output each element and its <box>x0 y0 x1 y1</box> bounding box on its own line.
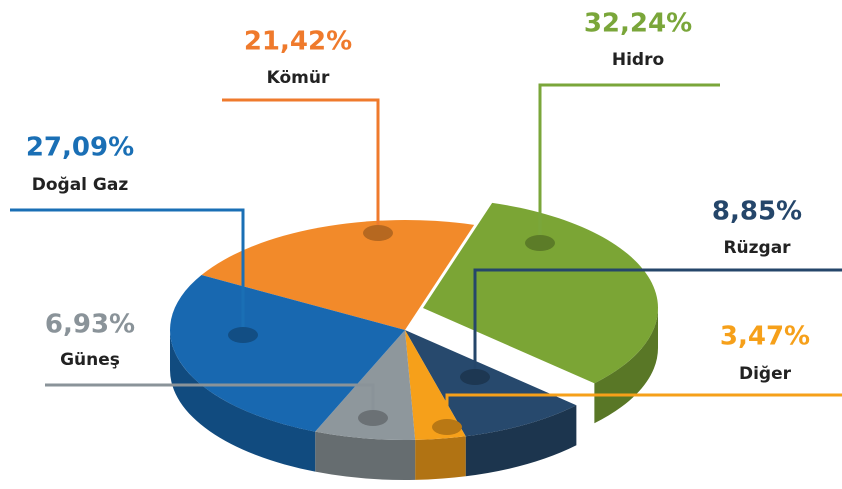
category-label: Güneş <box>60 350 120 370</box>
value-label: 6,93% <box>45 310 135 340</box>
slice-side <box>170 330 316 472</box>
slice <box>201 220 475 330</box>
leader-line <box>473 268 842 377</box>
value-label: 3,47% <box>720 322 810 352</box>
leader-dot <box>525 235 555 251</box>
value-label: 32,24% <box>584 9 692 39</box>
leader-dot <box>432 419 462 435</box>
leader-dot <box>460 369 490 385</box>
slice-side <box>415 436 466 480</box>
leader-dot <box>363 225 393 241</box>
slice-side <box>465 405 577 477</box>
category-label: Doğal Gaz <box>32 175 129 195</box>
value-label: 21,42% <box>244 27 352 57</box>
category-label: Hidro <box>612 50 664 70</box>
leader-line <box>45 383 375 418</box>
value-label: 8,85% <box>712 197 802 227</box>
category-label: Diğer <box>739 364 792 384</box>
slice <box>405 330 466 440</box>
category-label: Rüzgar <box>723 238 791 258</box>
value-label: 27,09% <box>26 133 134 163</box>
slice <box>405 330 577 437</box>
leader-line <box>10 208 245 335</box>
category-label: Kömür <box>267 68 330 88</box>
leader-dot <box>358 410 388 426</box>
leader-line <box>538 83 720 243</box>
slice <box>423 202 659 384</box>
slice <box>170 275 405 432</box>
leader-line <box>445 393 842 427</box>
slice-side <box>315 431 416 480</box>
leader-dot <box>228 327 258 343</box>
leader-line <box>222 98 380 233</box>
